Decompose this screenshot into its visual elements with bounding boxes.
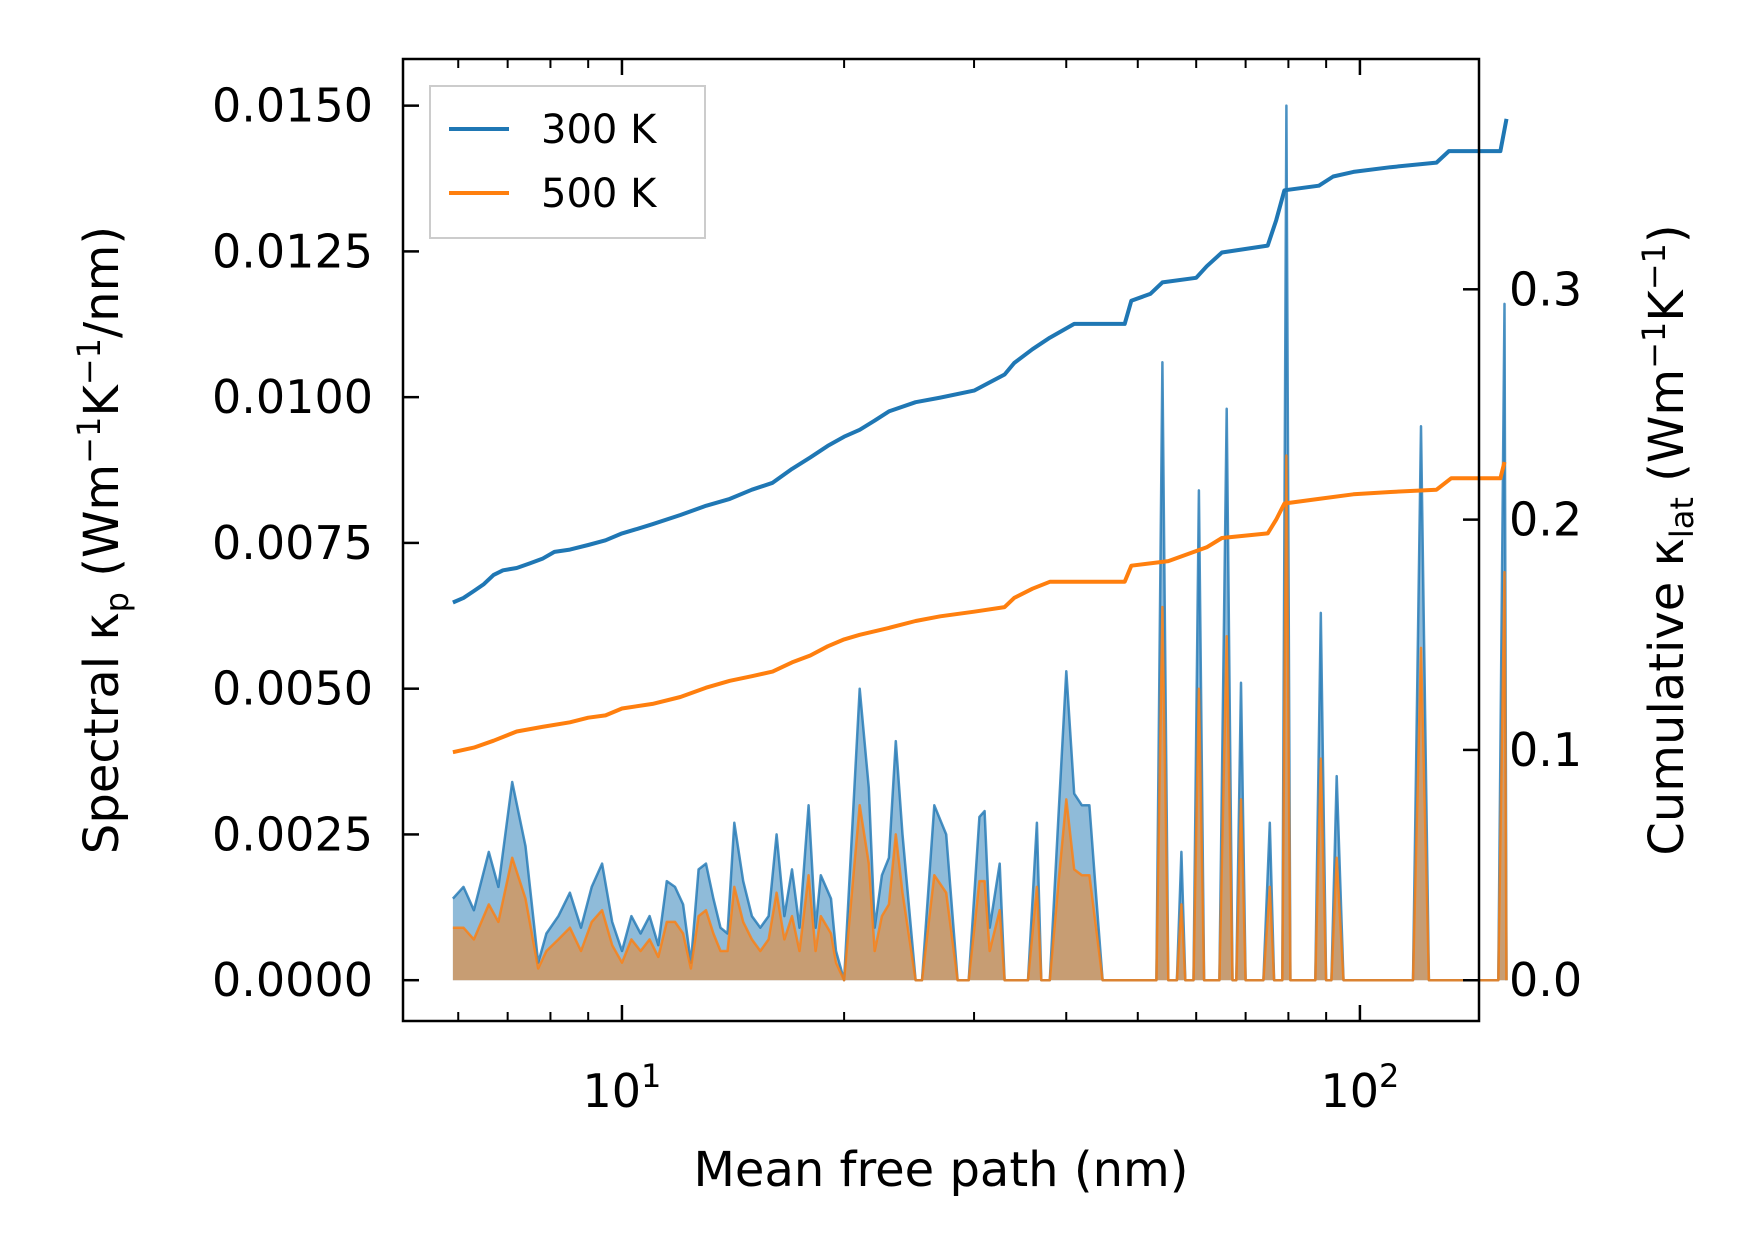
left-tick-label: 0.0000 [212,953,373,1007]
x-tick-label-exp: 2 [1379,1057,1399,1095]
left-tick-label: 0.0075 [212,516,373,570]
left-tick-label: 0.0125 [212,224,373,278]
legend: 300 K 500 K [429,85,706,239]
left-tick-label: 0.0100 [212,370,373,424]
legend-label-500k: 500 K [541,171,658,217]
spectral-line-500k [452,454,1508,982]
left-tick-label: 0.0050 [212,662,373,716]
legend-label-300k: 300 K [541,107,658,153]
ticks: 0.00000.00250.00500.00750.01000.01250.01… [212,59,1582,1118]
x-tick-label-base: 10 [583,1064,642,1118]
legend-box [429,85,706,239]
right-tick-label: 0.0 [1509,953,1582,1007]
left-tick-label: 0.0025 [212,807,373,861]
x-tick-label: 102 [1320,1057,1399,1118]
plot-frame [401,57,1481,1023]
plot-content [451,104,1509,982]
x-tick-label-base: 10 [1320,1064,1379,1118]
x-tick-label: 101 [583,1057,662,1118]
right-tick-label: 0.2 [1509,493,1582,547]
left-tick-label: 0.0150 [212,79,373,133]
y-axis-label-right: Cumulative κlat (Wm−1K−1) [1635,224,1701,855]
spectral-area-500k [452,455,1507,981]
cumulative-line-300k [452,118,1509,605]
right-tick-label: 0.1 [1509,723,1582,777]
right-tick-label: 0.3 [1509,262,1582,316]
x-axis-label: Mean free path (nm) [694,1142,1189,1198]
x-tick-label-exp: 1 [641,1057,661,1095]
cumulative-line-500k [452,461,1507,755]
y-axis-label-left: Spectral κp (Wm−1K−1/nm) [70,226,136,854]
